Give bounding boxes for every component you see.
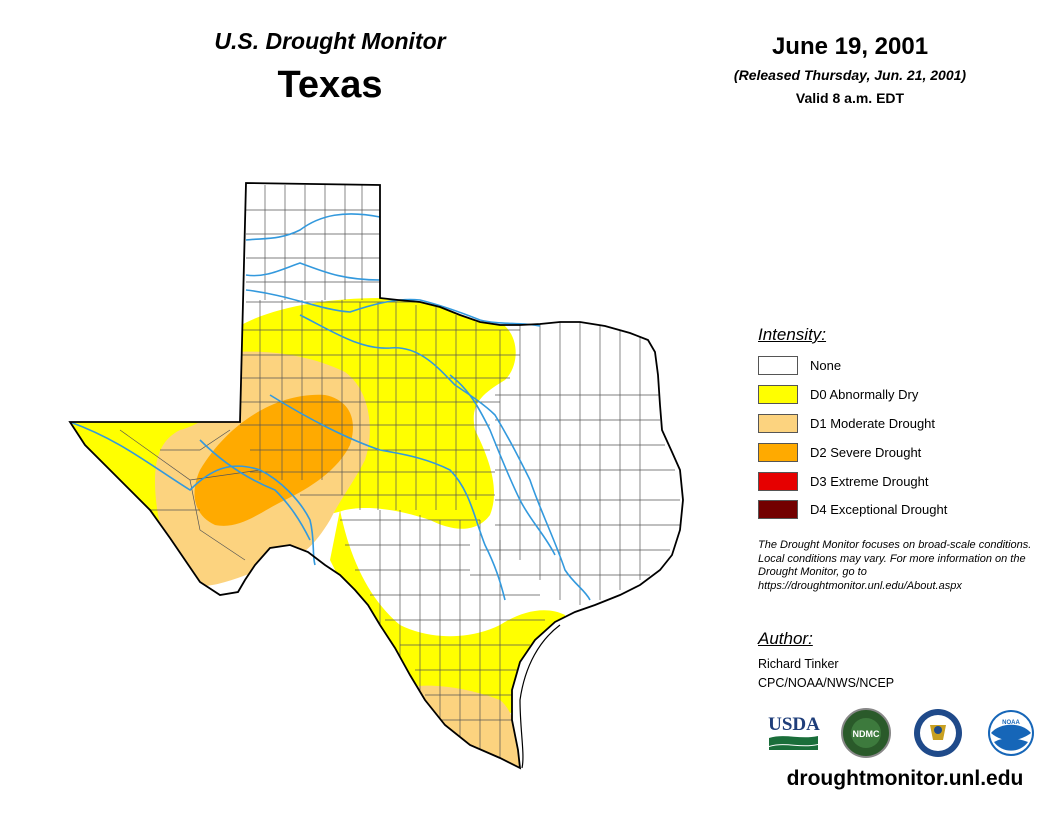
author-heading: Author:: [758, 629, 813, 648]
legend-swatch-d4: [758, 500, 798, 519]
red-river: [245, 289, 541, 327]
usda-logo: USDA: [768, 714, 820, 750]
agency-logos: USDA NDMC NOAA: [768, 708, 1034, 758]
county-lines: [119, 185, 680, 760]
canadian-river: [245, 213, 381, 241]
legend-label: D4 Exceptional Drought: [810, 502, 948, 517]
red-river-north: [245, 262, 381, 281]
author-name: Richard Tinker: [758, 657, 839, 671]
colorado-river: [269, 394, 506, 601]
legend-label: D0 Abnormally Dry: [810, 387, 919, 402]
trinity-river: [449, 374, 556, 556]
legend-swatch-d1: [758, 414, 798, 433]
legend-label: None: [810, 358, 842, 373]
commerce-seal: [914, 709, 962, 757]
noaa-logo-text: NOAA: [1002, 720, 1020, 726]
legend-swatch-none: [758, 356, 798, 375]
d2-area: [194, 394, 353, 526]
pecos-river: [199, 439, 311, 541]
legend-label: D2 Severe Drought: [810, 445, 922, 460]
legend-label: D1 Moderate Drought: [810, 416, 936, 431]
barrier-islands: [519, 624, 561, 769]
rio-grande: [69, 421, 316, 566]
legend-swatch-d3: [758, 472, 798, 491]
brazos-river: [299, 314, 591, 601]
website-link[interactable]: droughtmonitor.unl.edu: [786, 767, 1024, 790]
usda-logo-text: USDA: [768, 714, 820, 735]
valid-time: Valid 8 a.m. EDT: [795, 90, 905, 106]
author-org: CPC/NOAA/NWS/NCEP: [758, 676, 895, 690]
noaa-logo: NOAA: [988, 710, 1034, 756]
ndmc-logo-text: NDMC: [853, 729, 880, 739]
release-date: (Released Thursday, Jun. 21, 2001): [733, 67, 967, 83]
d0-south-area: [330, 510, 565, 730]
legend-swatch-d2: [758, 443, 798, 462]
map-title: Texas: [277, 64, 383, 106]
map-subtitle: U.S. Drought Monitor: [214, 28, 446, 54]
ndmc-logo: NDMC: [841, 708, 891, 758]
map-date: June 19, 2001: [771, 33, 929, 60]
legend-label: D3 Extreme Drought: [810, 474, 929, 489]
texas-drought-map: [69, 182, 684, 769]
disclaimer-note: The Drought Monitor focuses on broad-sca…: [758, 539, 1032, 592]
legend-title: Intensity:: [758, 325, 827, 344]
rivers: [69, 213, 591, 601]
legend-swatch-d0: [758, 385, 798, 404]
